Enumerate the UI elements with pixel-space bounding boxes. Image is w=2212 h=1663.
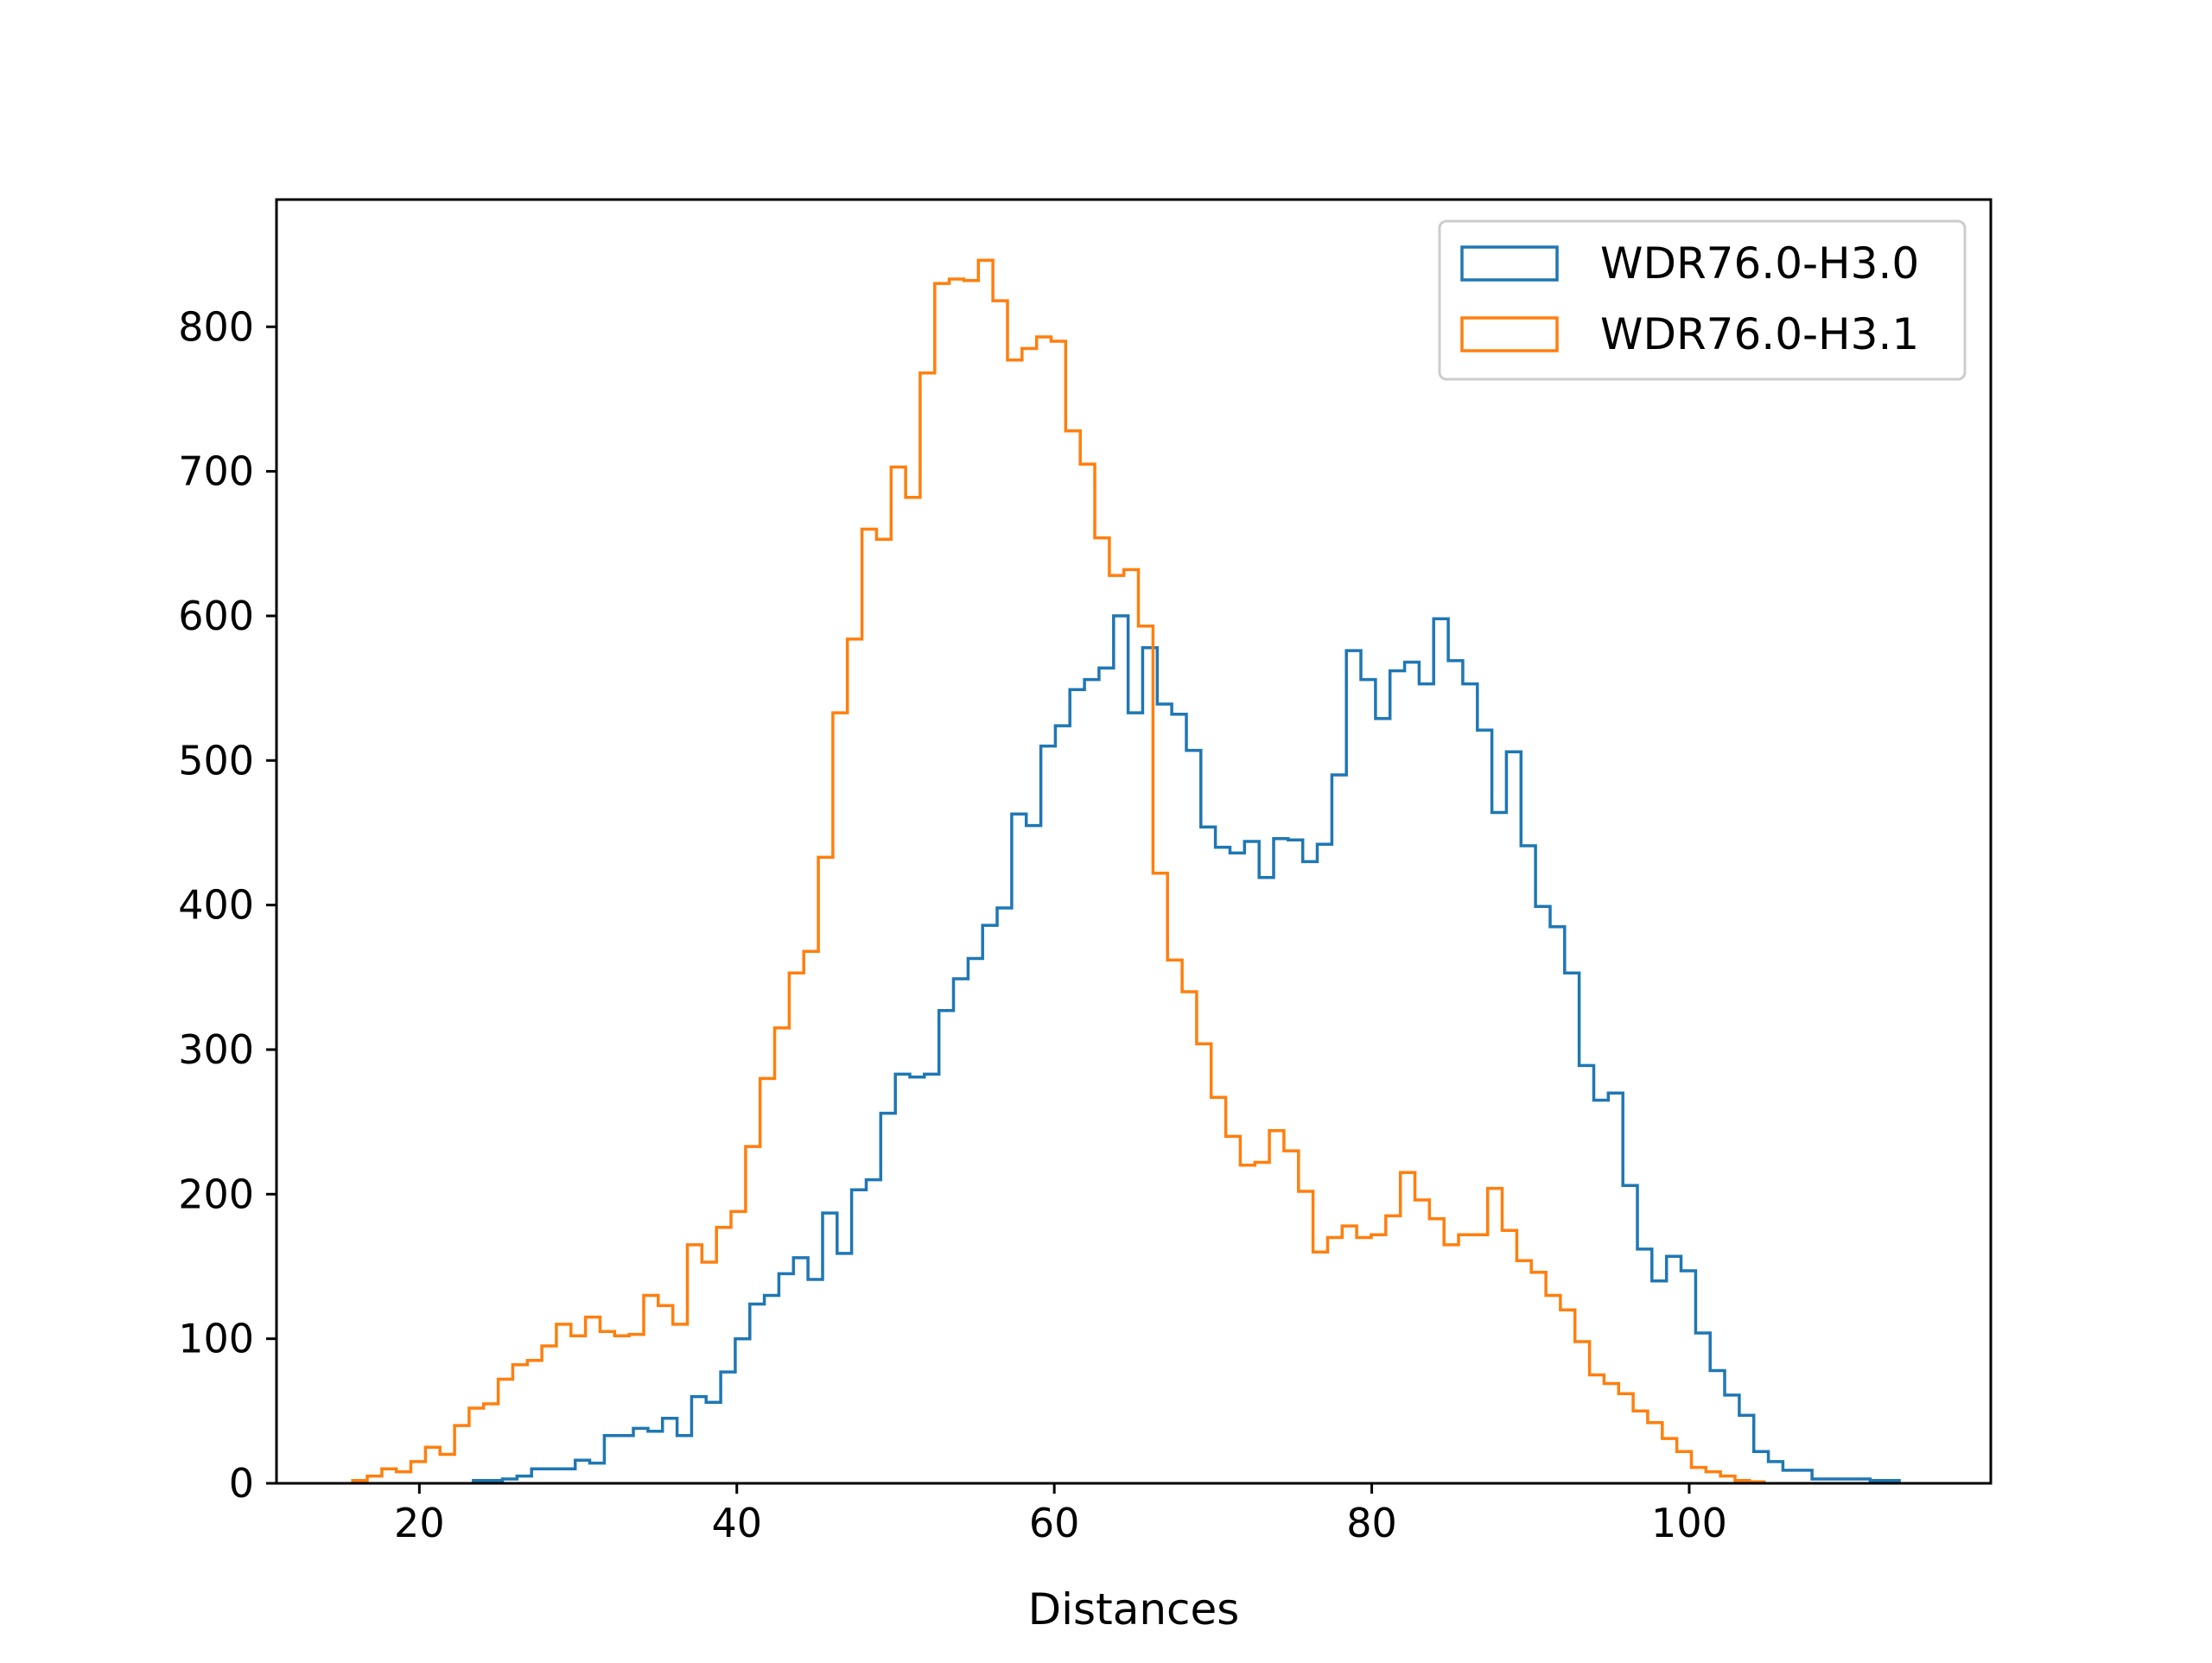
histogram-series-2: [351, 258, 1766, 1484]
x-tick-label: 100: [1651, 1500, 1727, 1546]
y-tick-label: 0: [229, 1460, 254, 1507]
x-axis: 20 40 60 80 100: [394, 1483, 1727, 1546]
y-tick-label: 800: [178, 303, 254, 350]
legend-box: [1438, 219, 1967, 381]
x-tick-label: 20: [394, 1500, 445, 1546]
x-axis-label: Distances: [1028, 1584, 1240, 1634]
plot-frame: [275, 198, 1993, 1485]
histogram-series-1: [472, 614, 1901, 1483]
y-axis: 0 100 200 300 400 500 600 700 800: [178, 303, 276, 1507]
y-tick-label: 400: [178, 882, 254, 929]
y-tick-label: 700: [178, 448, 254, 495]
series-layer: [351, 258, 1901, 1484]
y-tick-label: 200: [178, 1171, 254, 1217]
legend-swatch-1: [1460, 245, 1559, 282]
x-tick-label: 80: [1346, 1500, 1397, 1546]
y-tick-label: 600: [178, 593, 254, 639]
legend-label-2: WDR76.0-H3.1: [1600, 309, 1919, 359]
y-tick-label: 100: [178, 1316, 254, 1362]
y-tick-label: 300: [178, 1026, 254, 1073]
y-tick-label: 500: [178, 737, 254, 784]
x-tick-label: 40: [711, 1500, 762, 1546]
legend-swatch-2: [1460, 316, 1559, 352]
x-tick-label: 60: [1029, 1500, 1080, 1546]
legend[interactable]: WDR76.0-H3.0 WDR76.0-H3.1: [1438, 219, 1967, 381]
legend-label-1: WDR76.0-H3.0: [1600, 238, 1919, 289]
